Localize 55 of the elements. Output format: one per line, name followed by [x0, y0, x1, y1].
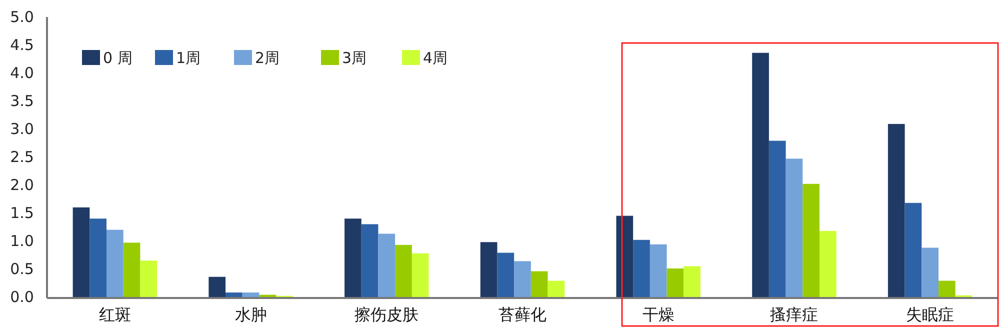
- y-tick-label: 2.5: [10, 148, 34, 166]
- x-tick-label: 干燥: [642, 305, 674, 324]
- y-tick-label: 3.5: [10, 92, 34, 110]
- x-tick-label: 搔痒症: [770, 305, 818, 324]
- y-tick-label: 1.0: [10, 232, 34, 250]
- x-tick-label: 苔藓化: [498, 305, 546, 324]
- y-tick-label: 5.0: [10, 8, 34, 26]
- bar: [226, 292, 242, 297]
- y-tick-label: 4.5: [10, 36, 34, 54]
- bar: [904, 202, 922, 297]
- x-tick-label: 擦伤皮肤: [354, 305, 419, 324]
- bar: [242, 292, 260, 297]
- bar: [666, 268, 684, 297]
- y-tick-label: 4.0: [10, 64, 34, 82]
- y-tick-label: 0.5: [10, 260, 34, 278]
- x-tick-label: 红斑: [98, 305, 131, 324]
- bar: [361, 224, 378, 297]
- legend-label: 4周: [423, 49, 448, 67]
- y-tick-label: 3.0: [10, 120, 34, 138]
- bar: [888, 124, 905, 297]
- x-tick-label: 水肿: [234, 305, 267, 324]
- bar: [938, 280, 956, 297]
- bar: [72, 207, 90, 297]
- bar: [412, 253, 429, 297]
- bar: [752, 52, 769, 297]
- legend-label: 2周: [255, 49, 280, 67]
- bar: [650, 244, 667, 297]
- bar: [378, 234, 396, 297]
- x-tick-label: 失眠症: [906, 305, 954, 324]
- bar: [395, 244, 412, 297]
- bar: [497, 252, 514, 297]
- bar: [514, 261, 531, 297]
- y-tick-label: 0.0: [10, 288, 34, 306]
- bar: [684, 266, 700, 297]
- bar: [922, 248, 938, 297]
- bar: [786, 158, 803, 297]
- bar: [530, 271, 548, 297]
- legend-label: 3周: [342, 49, 367, 67]
- bar: [90, 218, 107, 297]
- bar: [616, 216, 634, 297]
- bar: [633, 240, 650, 297]
- bar: [768, 140, 786, 297]
- y-tick-label: 1.5: [10, 204, 34, 222]
- bar: [819, 230, 836, 297]
- y-tick-label: 2.0: [10, 176, 34, 194]
- legend-label: 0 周: [103, 49, 132, 67]
- bar: [140, 260, 158, 297]
- bar: [480, 242, 498, 297]
- bar: [344, 218, 362, 297]
- bar: [548, 280, 565, 297]
- bar: [106, 230, 124, 297]
- bar: [208, 276, 226, 297]
- bar: [123, 242, 140, 297]
- legend-label: 1周: [176, 49, 201, 67]
- bar: [802, 184, 820, 297]
